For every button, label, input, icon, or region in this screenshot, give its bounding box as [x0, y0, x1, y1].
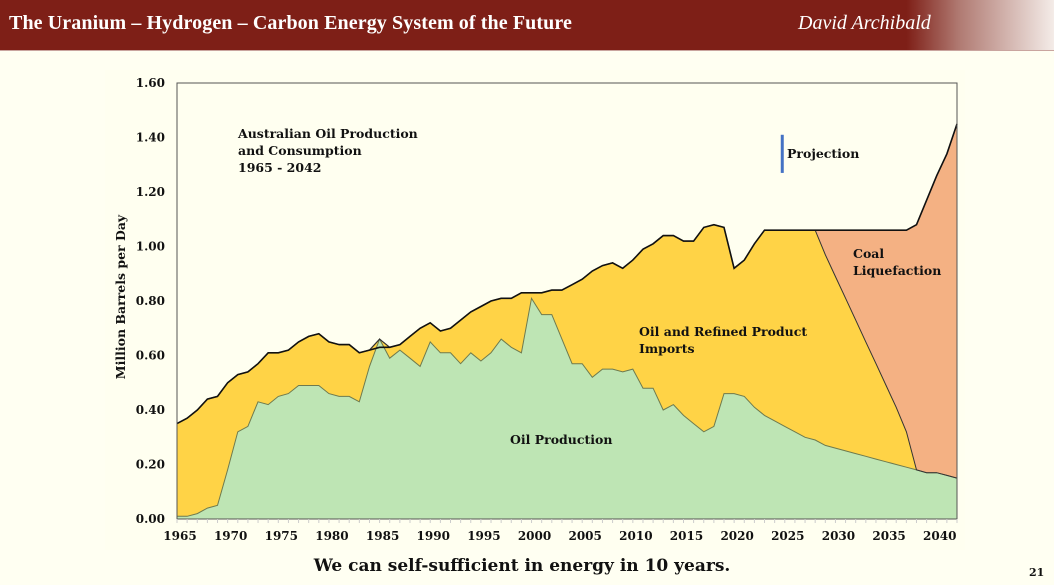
area-oil-production	[177, 298, 957, 519]
x-tick-label: 2005	[568, 529, 601, 543]
plot-border	[176, 82, 958, 520]
x-tick-label: 2015	[670, 529, 703, 543]
area-chart: 0.00 0.20 0.40 0.60 0.80 1.00 1.20 1.40 1.60 196…	[113, 76, 958, 543]
x-tick-label: 2030	[822, 529, 855, 543]
y-tick-label: 1.00	[136, 240, 165, 254]
x-tick-label: 1975	[265, 529, 298, 543]
x-tick-label: 2035	[872, 529, 905, 543]
y-tick-label: 0.40	[136, 403, 165, 417]
areas-group	[177, 123, 957, 519]
projection-label: Projection	[787, 146, 859, 161]
imports-label-line-1: Oil and Refined Product	[639, 324, 807, 339]
x-tick-label: 2000	[518, 529, 551, 543]
chart-title-line-2: and Consumption	[238, 143, 362, 158]
y-tick-label: 0.80	[136, 294, 165, 308]
slide-author: David Archibald	[798, 12, 931, 34]
x-tick-label: 2010	[619, 529, 652, 543]
chart-title-line-1: Australian Oil Production	[237, 126, 418, 141]
y-tick-label: 0.60	[136, 349, 165, 363]
x-tick-label: 1970	[214, 529, 247, 543]
production-label: Oil Production	[510, 432, 612, 447]
y-axis: 0.00 0.20 0.40 0.60 0.80 1.00 1.20 1.40 1.60	[136, 76, 165, 526]
slide-title: The Uranium – Hydrogen – Carbon Energy S…	[9, 12, 572, 34]
y-tick-label: 1.20	[136, 185, 165, 199]
slide-header: The Uranium – Hydrogen – Carbon Energy S…	[0, 0, 1054, 51]
x-tick-label: 1985	[366, 529, 399, 543]
x-tick-label: 2020	[720, 529, 753, 543]
x-axis: 1965 1970 1975 1980 1985 1990 1995 2000 2005 2010…	[163, 519, 958, 543]
x-tick-label: 1995	[467, 529, 500, 543]
y-tick-label: 0.20	[136, 458, 165, 472]
coal-label-line-1: Coal	[853, 246, 884, 261]
y-tick-label: 1.40	[136, 131, 165, 145]
chart-area: 0.00 0.20 0.40 0.60 0.80 1.00 1.20 1.40 1.60 196…	[105, 70, 965, 550]
imports-label-line-2: Imports	[639, 341, 695, 356]
x-tick-label: 2025	[771, 529, 804, 543]
consumption-line	[176, 123, 958, 425]
lines-group	[176, 123, 958, 517]
y-tick-label: 0.00	[136, 512, 165, 526]
x-tick-label: 1990	[417, 529, 450, 543]
area-oil-production-edge	[177, 296, 958, 517]
slide-caption: We can self-sufficient in energy in 10 y…	[313, 556, 731, 576]
coal-label-line-2: Liquefaction	[853, 263, 941, 278]
y-axis-label: Million Barrels per Day	[113, 214, 128, 379]
x-tick-label: 1980	[315, 529, 348, 543]
x-tick-label: 1965	[163, 529, 196, 543]
area-imports	[177, 224, 957, 517]
y-tick-label: 1.60	[136, 76, 165, 90]
x-tick-label: 2040	[923, 529, 956, 543]
chart-title-line-3: 1965 - 2042	[238, 160, 321, 175]
page-number: 21	[1029, 566, 1045, 579]
